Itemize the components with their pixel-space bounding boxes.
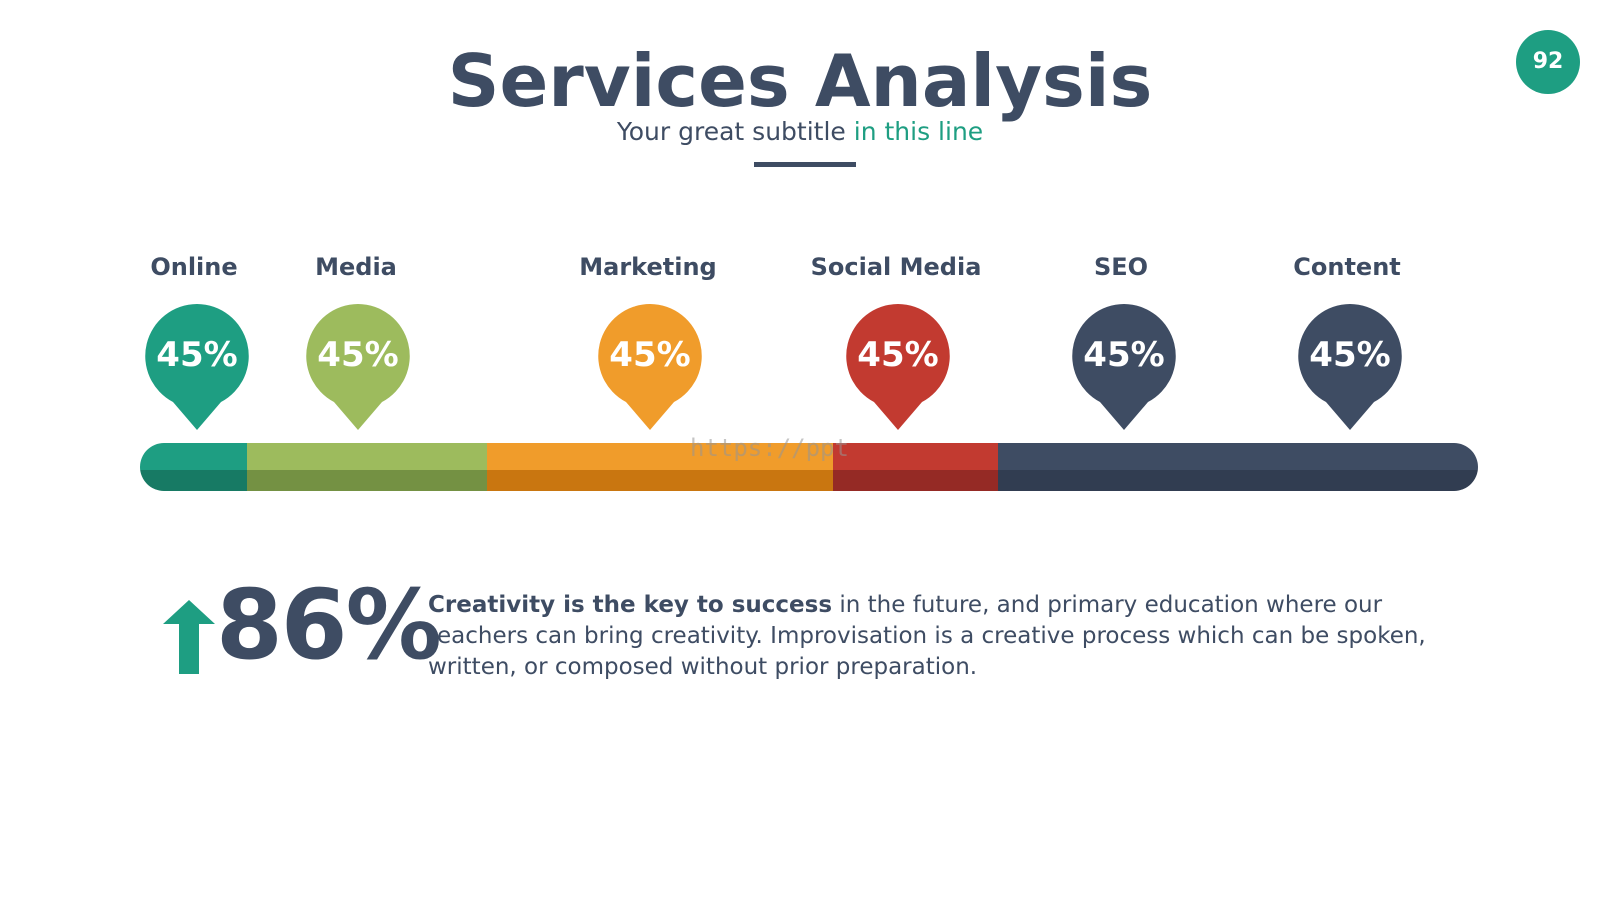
service-label-social-media: Social Media bbox=[810, 253, 982, 281]
map-pin-icon bbox=[598, 304, 702, 430]
arrow-up-icon bbox=[163, 600, 215, 674]
map-pin-icon bbox=[846, 304, 950, 430]
stat-description: Creativity is the key to success in the … bbox=[428, 590, 1438, 683]
stat-percentage: 86% bbox=[216, 569, 442, 681]
pin-media: 45% bbox=[304, 302, 412, 434]
segment-social-media bbox=[833, 443, 998, 491]
services-progress-bar bbox=[140, 443, 1478, 491]
subtitle-prefix: Your great subtitle bbox=[616, 117, 854, 146]
service-label-content: Content bbox=[1293, 253, 1401, 281]
pin-value: 45% bbox=[857, 335, 939, 375]
segment-online bbox=[140, 443, 247, 491]
map-pin-icon bbox=[145, 304, 249, 430]
pin-value: 45% bbox=[1309, 335, 1391, 375]
page-number-badge: 92 bbox=[1516, 30, 1580, 94]
page-subtitle: Your great subtitle in this line bbox=[0, 114, 1600, 150]
service-label-media: Media bbox=[315, 253, 397, 281]
pin-value: 45% bbox=[156, 335, 238, 375]
service-label-online: Online bbox=[150, 253, 238, 281]
pin-social-media: 45% bbox=[844, 302, 952, 434]
map-pin-icon bbox=[306, 304, 410, 430]
segment-seo-content bbox=[998, 443, 1478, 491]
title-divider bbox=[754, 162, 856, 167]
map-pin-icon bbox=[1298, 304, 1402, 430]
pin-value: 45% bbox=[317, 335, 399, 375]
stat-body-text: in the future, and primary education whe… bbox=[428, 592, 1426, 680]
pin-content: 45% bbox=[1296, 302, 1404, 434]
page-title: Services Analysis bbox=[447, 39, 1153, 123]
service-label-seo: SEO bbox=[1093, 253, 1149, 281]
service-label-marketing: Marketing bbox=[579, 253, 717, 281]
pin-value: 45% bbox=[609, 335, 691, 375]
pin-seo: 45% bbox=[1070, 302, 1178, 434]
segment-marketing bbox=[487, 443, 833, 491]
watermark-text: https://ppt bbox=[690, 434, 849, 462]
stat-bold-text: Creativity is the key to success bbox=[428, 592, 833, 618]
pin-value: 45% bbox=[1083, 335, 1165, 375]
pin-online: 45% bbox=[143, 302, 251, 434]
map-pin-icon bbox=[1072, 304, 1176, 430]
pin-marketing: 45% bbox=[596, 302, 704, 434]
subtitle-accent: in this line bbox=[853, 117, 984, 146]
segment-media bbox=[247, 443, 487, 491]
